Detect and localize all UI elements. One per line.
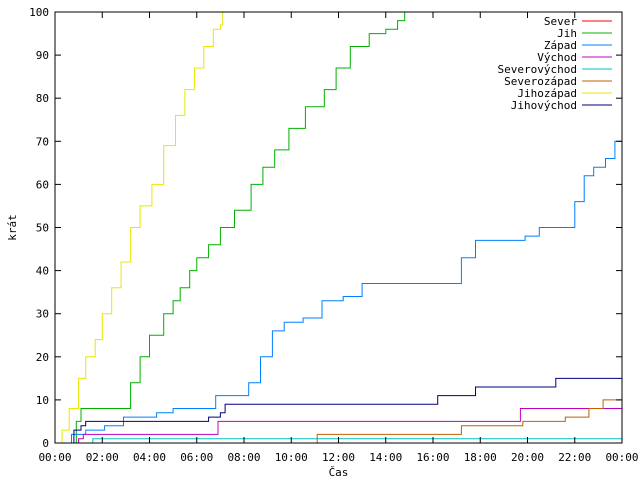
y-tick-label: 20 [36,351,49,364]
x-tick-label: 00:00 [38,451,71,464]
x-tick-label: 10:00 [275,451,308,464]
y-tick-label: 80 [36,92,49,105]
legend-label: Severozápad [504,75,577,88]
y-tick-label: 40 [36,265,49,278]
y-tick-label: 50 [36,222,49,235]
x-tick-label: 02:00 [86,451,119,464]
axis-ticks: 0 10 20 30 40 50 60 70 80 90 100 00:00 02:00 04:00 06:… [29,6,638,464]
x-tick-label: 20:00 [511,451,544,464]
y-tick-label: 70 [36,135,49,148]
series-line-7 [55,377,622,444]
legend: SeverJihZápadVýchodSeverovýchodSeverozáp… [498,15,612,112]
legend-label: Severovýchod [498,63,577,76]
x-tick-label: 06:00 [180,451,213,464]
x-axis-label: Čas [329,466,349,479]
y-tick-label: 30 [36,308,49,321]
x-tick-label: 16:00 [416,451,449,464]
series-line-3 [55,404,623,444]
y-tick-label: 90 [36,49,49,62]
y-tick-label: 60 [36,178,49,191]
legend-label: Jihozápad [517,87,577,100]
series-line-5 [55,391,623,444]
series-line-1 [55,12,406,444]
x-tick-label: 22:00 [558,451,591,464]
x-tick-label: 00:00 [605,451,638,464]
legend-label: Jih [557,27,577,40]
y-tick-label: 100 [29,6,49,19]
legend-label: Sever [544,15,577,28]
x-tick-label: 12:00 [322,451,355,464]
y-axis-label: krát [6,214,19,241]
x-tick-label: 14:00 [369,451,402,464]
series-line-2 [55,132,623,444]
x-tick-label: 08:00 [227,451,260,464]
legend-label: Východ [537,51,577,64]
legend-label: Jihovýchod [511,99,577,112]
y-tick-label: 0 [42,437,49,450]
series-line-6 [55,12,224,444]
legend-label: Západ [544,39,577,52]
x-tick-label: 18:00 [464,451,497,464]
x-tick-label: 04:00 [133,451,166,464]
y-tick-label: 10 [36,394,49,407]
